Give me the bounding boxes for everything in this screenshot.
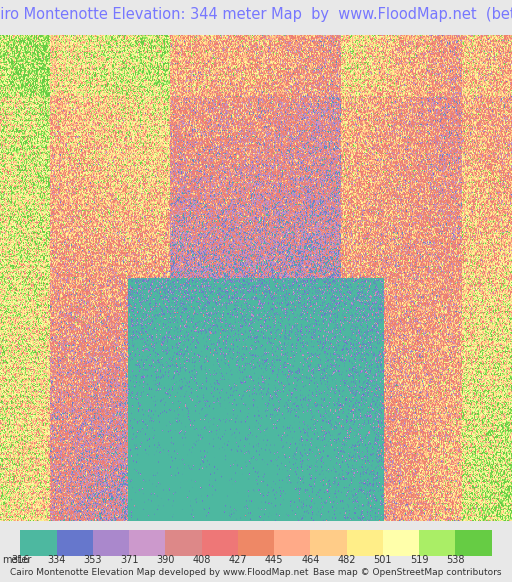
Bar	[165, 530, 202, 556]
Bar	[419, 530, 455, 556]
Bar	[202, 530, 238, 556]
Bar	[274, 530, 310, 556]
Text: 427: 427	[228, 555, 247, 565]
Text: Cairo Montenotte Elevation: 344 meter Map  by  www.FloodMap.net  (beta): Cairo Montenotte Elevation: 344 meter Ma…	[0, 7, 512, 22]
Text: 482: 482	[337, 555, 356, 565]
Bar	[238, 530, 274, 556]
Text: 464: 464	[301, 555, 319, 565]
Text: 445: 445	[265, 555, 283, 565]
Bar	[347, 530, 383, 556]
Bar	[57, 530, 93, 556]
Bar	[310, 530, 347, 556]
Text: 316: 316	[11, 555, 30, 565]
Text: meter: meter	[2, 555, 31, 565]
Bar	[383, 530, 419, 556]
Text: 371: 371	[120, 555, 138, 565]
Text: Cairo Montenotte Elevation Map developed by www.FloodMap.net: Cairo Montenotte Elevation Map developed…	[10, 568, 309, 577]
Text: 334: 334	[48, 555, 66, 565]
Bar	[129, 530, 165, 556]
Bar	[20, 530, 57, 556]
Text: 538: 538	[446, 555, 464, 565]
Text: 501: 501	[374, 555, 392, 565]
Text: 408: 408	[193, 555, 211, 565]
Text: 390: 390	[156, 555, 175, 565]
Bar	[455, 530, 492, 556]
Text: 353: 353	[83, 555, 102, 565]
Text: 519: 519	[410, 555, 429, 565]
Bar	[93, 530, 129, 556]
Text: Base map © OpenStreetMap contributors: Base map © OpenStreetMap contributors	[313, 568, 502, 577]
